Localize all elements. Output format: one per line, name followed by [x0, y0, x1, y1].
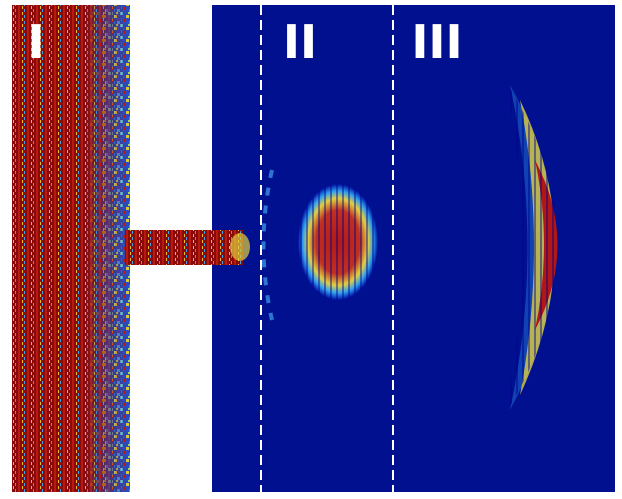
channel-exit — [230, 233, 250, 261]
channel — [125, 230, 243, 265]
panel-label: II — [283, 15, 317, 69]
region-one — [12, 5, 130, 492]
wave-two-ripple — [298, 184, 378, 300]
wave-three-ripple — [505, 80, 558, 415]
wave-two-side — [261, 169, 274, 321]
panel-label: III — [411, 15, 462, 69]
panel-label: I — [27, 15, 44, 69]
